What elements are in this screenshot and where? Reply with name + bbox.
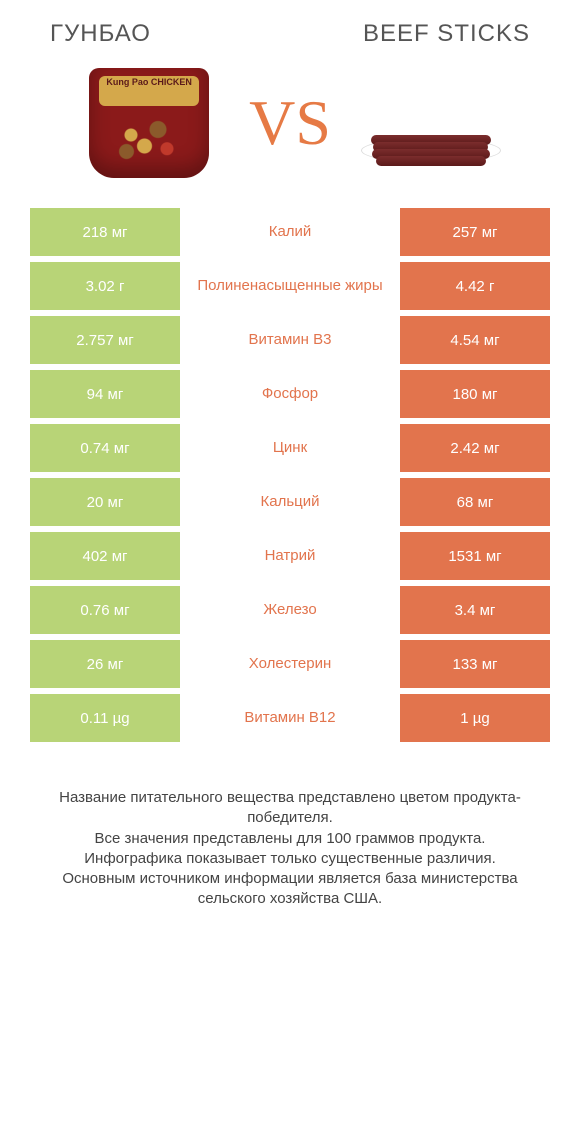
beef-sticks-icon xyxy=(361,83,501,163)
right-value-cell: 1531 мг xyxy=(400,532,550,580)
vs-label: VS xyxy=(249,86,331,160)
right-value-cell: 257 мг xyxy=(400,208,550,256)
table-row: 218 мгКалий257 мг xyxy=(30,208,550,256)
nutrient-name-cell: Цинк xyxy=(180,424,400,472)
table-row: 26 мгХолестерин133 мг xyxy=(30,640,550,688)
nutrient-name-cell: Полиненасыщенные жиры xyxy=(180,262,400,310)
table-row: 3.02 гПолиненасыщенные жиры4.42 г xyxy=(30,262,550,310)
left-value-cell: 3.02 г xyxy=(30,262,180,310)
left-value-cell: 218 мг xyxy=(30,208,180,256)
nutrient-name-cell: Холестерин xyxy=(180,640,400,688)
nutrient-name-cell: Калий xyxy=(180,208,400,256)
left-value-cell: 0.11 µg xyxy=(30,694,180,742)
nutrient-name-cell: Витамин B12 xyxy=(180,694,400,742)
comparison-table: 218 мгКалий257 мг 3.02 гПолиненасыщенные … xyxy=(0,208,580,748)
left-value-cell: 402 мг xyxy=(30,532,180,580)
table-row: 0.74 мгЦинк2.42 мг xyxy=(30,424,550,472)
table-row: 2.757 мгВитамин B34.54 мг xyxy=(30,316,550,364)
left-value-cell: 2.757 мг xyxy=(30,316,180,364)
right-value-cell: 1 µg xyxy=(400,694,550,742)
nutrient-name-cell: Витамин B3 xyxy=(180,316,400,364)
footer-line: Все значения представлены для 100 граммо… xyxy=(30,829,550,849)
table-row: 402 мгНатрий1531 мг xyxy=(30,532,550,580)
right-value-cell: 180 мг xyxy=(400,370,550,418)
left-value-cell: 26 мг xyxy=(30,640,180,688)
nutrient-name-cell: Кальций xyxy=(180,478,400,526)
table-row: 0.11 µgВитамин B121 µg xyxy=(30,694,550,742)
left-product-image: Kung Pao CHICKEN xyxy=(79,68,219,178)
table-row: 0.76 мгЖелезо3.4 мг xyxy=(30,586,550,634)
footer-line: Основным источником информации является … xyxy=(30,869,550,910)
nutrient-name-cell: Железо xyxy=(180,586,400,634)
left-value-cell: 94 мг xyxy=(30,370,180,418)
right-value-cell: 68 мг xyxy=(400,478,550,526)
table-row: 20 мгКальций68 мг xyxy=(30,478,550,526)
right-product-image xyxy=(361,68,501,178)
left-value-cell: 0.76 мг xyxy=(30,586,180,634)
kungpao-package-icon: Kung Pao CHICKEN xyxy=(89,68,209,178)
table-row: 94 мгФосфор180 мг xyxy=(30,370,550,418)
vs-row: Kung Pao CHICKEN VS xyxy=(0,58,580,208)
infographic-container: ГУНБАО BEEF STICKS Kung Pao CHICKEN VS 2… xyxy=(0,0,580,1144)
footer-line: Инфографика показывает только существенн… xyxy=(30,849,550,869)
left-value-cell: 20 мг xyxy=(30,478,180,526)
left-product-title: ГУНБАО xyxy=(50,20,151,48)
nutrient-name-cell: Фосфор xyxy=(180,370,400,418)
right-value-cell: 133 мг xyxy=(400,640,550,688)
header: ГУНБАО BEEF STICKS xyxy=(0,0,580,58)
right-value-cell: 2.42 мг xyxy=(400,424,550,472)
nutrient-name-cell: Натрий xyxy=(180,532,400,580)
right-value-cell: 3.4 мг xyxy=(400,586,550,634)
right-value-cell: 4.54 мг xyxy=(400,316,550,364)
kungpao-package-label: Kung Pao CHICKEN xyxy=(89,78,209,88)
right-product-title: BEEF STICKS xyxy=(363,20,530,48)
footer-notes: Название питательного вещества представл… xyxy=(0,748,580,910)
left-value-cell: 0.74 мг xyxy=(30,424,180,472)
right-value-cell: 4.42 г xyxy=(400,262,550,310)
footer-line: Название питательного вещества представл… xyxy=(30,788,550,829)
